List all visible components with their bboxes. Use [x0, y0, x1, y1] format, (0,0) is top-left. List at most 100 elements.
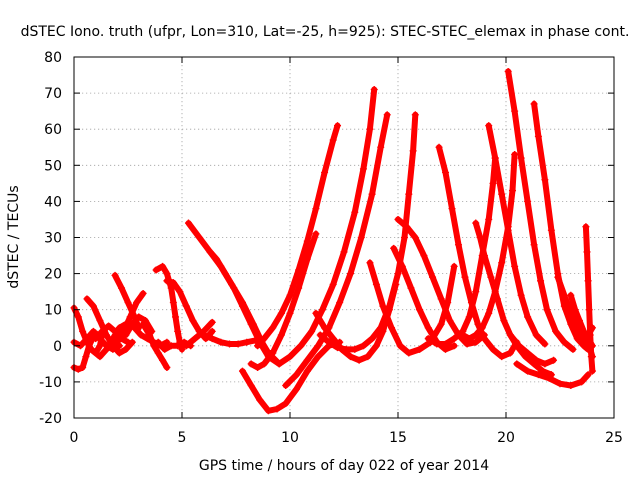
data-point: [461, 273, 469, 281]
data-point: [583, 248, 591, 256]
data-point: [532, 331, 540, 339]
data-point: [111, 271, 119, 279]
ticks: [73, 56, 615, 419]
data-point: [372, 342, 380, 350]
data-point: [437, 295, 445, 303]
data-point: [321, 324, 329, 332]
data-point: [584, 371, 592, 379]
data-point: [411, 234, 419, 241]
data-point: [208, 327, 216, 335]
data-point: [467, 298, 475, 306]
data-point: [180, 338, 188, 346]
data-point: [571, 327, 579, 335]
data-point: [130, 324, 138, 332]
y-tick-label: 20: [44, 267, 62, 283]
data-point: [394, 270, 402, 278]
data-point: [226, 340, 234, 348]
data-point: [178, 345, 186, 353]
data-point: [247, 320, 255, 328]
data-point: [191, 335, 199, 343]
series-arc26: [366, 259, 458, 357]
data-point: [424, 324, 432, 332]
data-point: [189, 317, 197, 325]
series-arc37: [506, 331, 558, 368]
data-point: [169, 279, 177, 287]
data-point: [454, 241, 462, 249]
data-point: [277, 309, 285, 317]
data-point: [286, 353, 294, 361]
data-point: [571, 306, 579, 314]
data-point: [504, 67, 512, 75]
data-point: [286, 309, 294, 317]
data-point: [169, 298, 177, 306]
data-point: [420, 252, 428, 260]
data-point: [485, 215, 493, 223]
data-point: [282, 400, 290, 408]
data-point: [359, 165, 367, 173]
data-point: [124, 338, 132, 346]
data-point: [133, 298, 141, 306]
data-point: [493, 295, 501, 303]
data-point: [500, 317, 508, 325]
data-point: [234, 340, 242, 348]
data-point: [511, 262, 519, 270]
y-tick-label: -20: [39, 411, 62, 427]
series-arc23: [282, 111, 391, 390]
data-point: [109, 335, 117, 343]
data-point: [321, 169, 329, 177]
data-point: [403, 223, 411, 231]
data-point: [398, 262, 406, 270]
data-point: [122, 345, 130, 353]
data-point: [390, 244, 398, 252]
data-point: [113, 338, 121, 346]
data-point: [437, 320, 445, 328]
data-point: [334, 344, 342, 352]
data-point: [254, 363, 262, 371]
data-point: [355, 356, 363, 364]
data-point: [394, 215, 402, 223]
data-point: [424, 335, 432, 343]
data-point: [318, 306, 326, 314]
data-point: [450, 342, 458, 350]
series-band: [140, 321, 170, 371]
data-point: [297, 342, 305, 350]
data-point: [87, 345, 95, 353]
data-point: [163, 338, 171, 346]
data-point: [340, 248, 348, 256]
data-point: [105, 322, 113, 330]
data-point: [400, 234, 408, 241]
x-tick-label: 25: [605, 430, 623, 446]
data-point: [208, 318, 216, 326]
data-point: [584, 331, 592, 339]
y-axis-label: dSTEC / TECUs: [6, 185, 22, 288]
data-point: [476, 234, 484, 241]
y-tick-label: 60: [44, 122, 62, 138]
data-point: [122, 331, 130, 339]
data-point: [150, 342, 158, 350]
data-point: [515, 342, 523, 350]
data-point: [167, 342, 175, 350]
series-band: [459, 151, 518, 342]
data-point: [174, 342, 182, 350]
data-point: [575, 317, 583, 325]
x-tick-label: 0: [70, 430, 79, 446]
data-point: [442, 340, 450, 348]
data-point: [545, 374, 553, 382]
data-point: [115, 324, 123, 332]
data-point: [359, 342, 367, 350]
data-point: [329, 335, 337, 343]
data-point: [550, 356, 558, 364]
data-point: [513, 360, 521, 368]
data-point: [115, 349, 123, 357]
data-point: [96, 317, 104, 325]
data-point: [342, 345, 350, 353]
data-point: [334, 122, 342, 130]
data-point: [368, 190, 376, 198]
data-point: [396, 342, 404, 350]
data-point: [159, 262, 167, 270]
tick-labels: 0 5 10 15 20 25 -20 -10 0 10 20 30 40 50 60 70 80: [39, 50, 623, 446]
series-arc41: [571, 324, 596, 339]
data-point: [585, 306, 593, 314]
x-tick-label: 5: [178, 430, 187, 446]
data-point: [554, 273, 562, 281]
